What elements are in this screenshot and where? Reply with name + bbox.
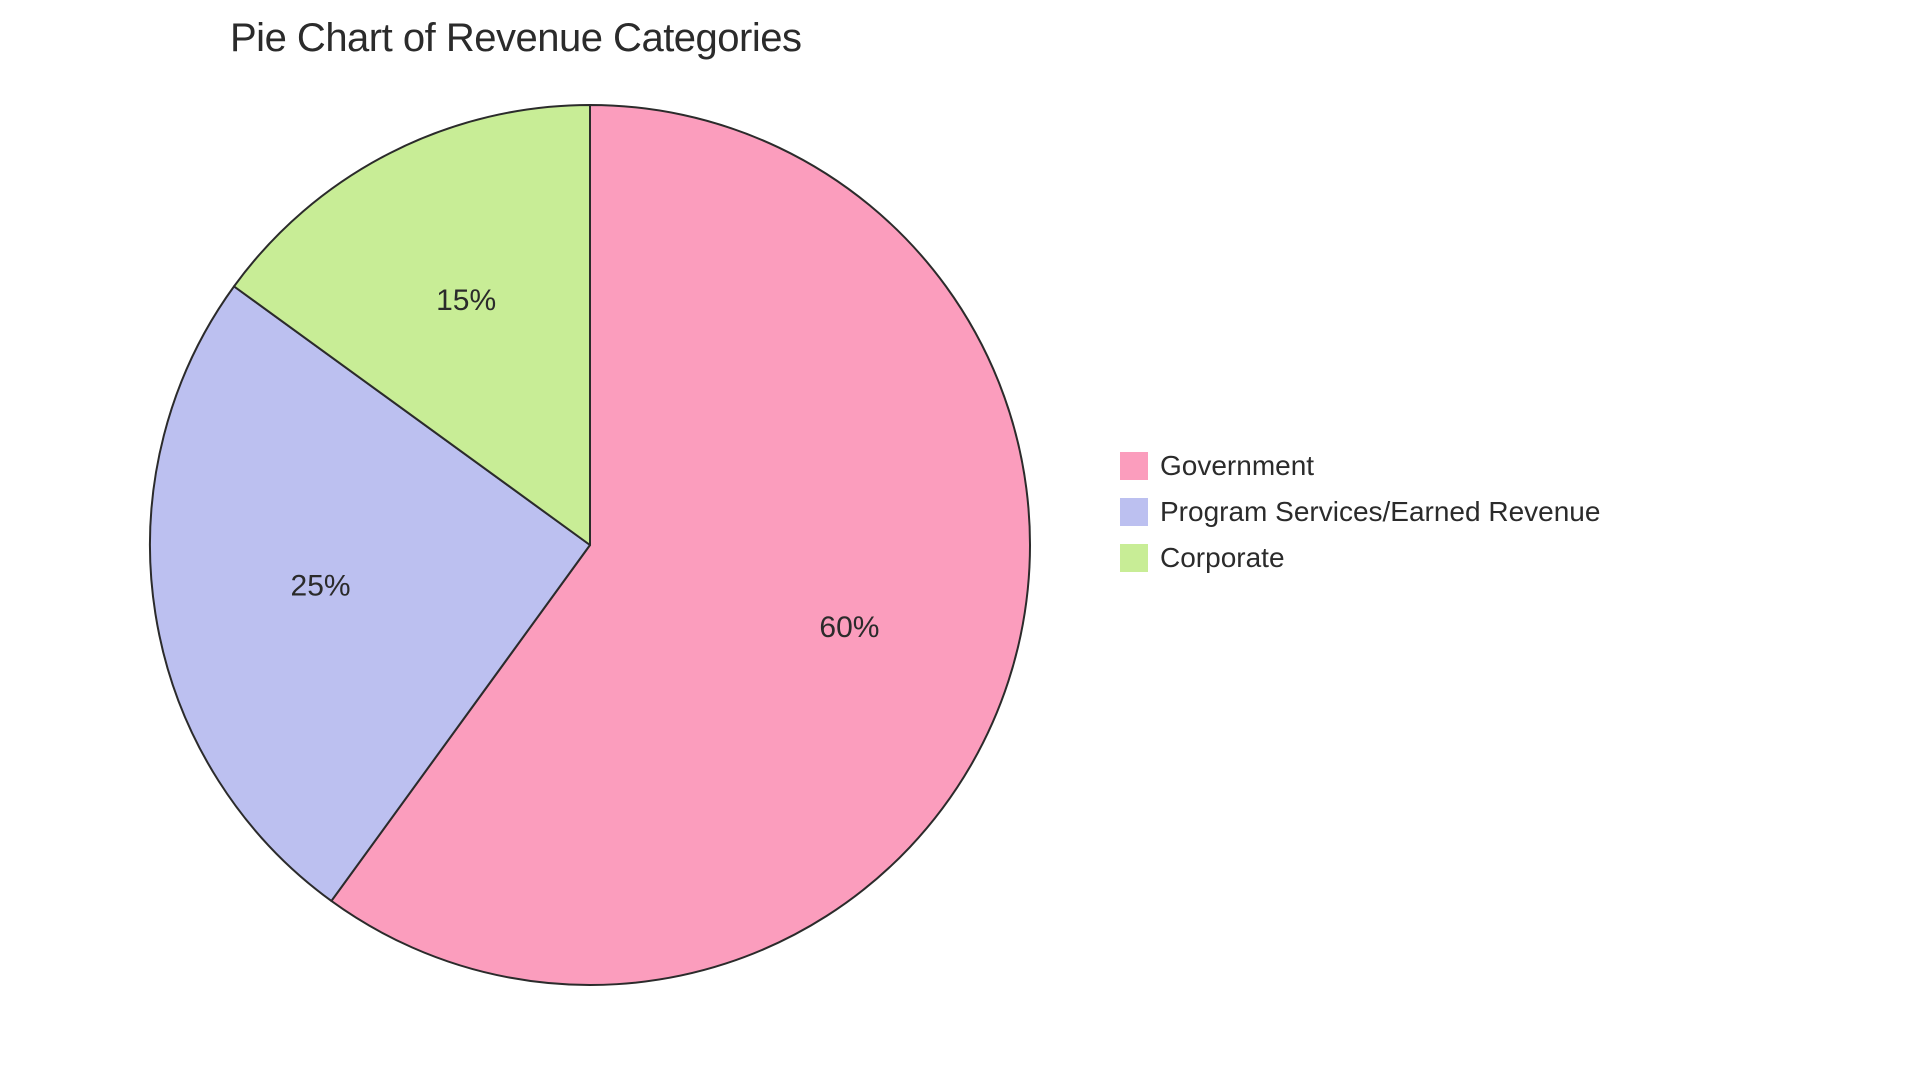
legend-item-0: Government — [1120, 450, 1600, 482]
slice-label-2: 15% — [436, 284, 496, 317]
pie-svg: 60% 25% 15% — [146, 101, 1034, 989]
legend: Government Program Services/Earned Revenu… — [1120, 450, 1600, 574]
pie-chart: 60% 25% 15% — [146, 101, 1034, 989]
legend-label-2: Corporate — [1160, 542, 1285, 574]
legend-swatch-2 — [1120, 544, 1148, 572]
chart-title: Pie Chart of Revenue Categories — [230, 16, 802, 61]
legend-item-1: Program Services/Earned Revenue — [1120, 496, 1600, 528]
legend-swatch-1 — [1120, 498, 1148, 526]
legend-item-2: Corporate — [1120, 542, 1600, 574]
legend-label-1: Program Services/Earned Revenue — [1160, 496, 1600, 528]
slice-label-0: 60% — [819, 611, 879, 644]
legend-swatch-0 — [1120, 452, 1148, 480]
legend-label-0: Government — [1160, 450, 1314, 482]
slice-label-1: 25% — [291, 570, 351, 603]
